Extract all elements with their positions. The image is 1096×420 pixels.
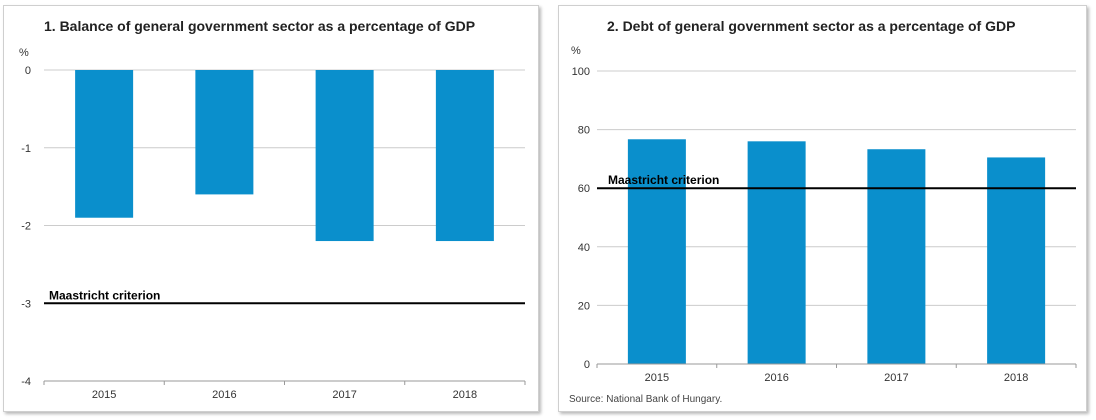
bar: [987, 157, 1046, 364]
y-tick-label: -1: [21, 143, 31, 155]
balance-chart-panel: 1. Balance of general government sector …: [3, 5, 539, 412]
y-tick-label: -4: [21, 376, 31, 388]
bar: [315, 70, 374, 242]
y-tick-label: 0: [25, 65, 31, 77]
y-unit-label: %: [19, 47, 29, 59]
y-tick-label: 60: [578, 183, 590, 195]
y-unit-label: %: [571, 45, 581, 57]
y-tick-label: 100: [572, 66, 590, 78]
balance-chart: 1. Balance of general government sector …: [19, 18, 526, 401]
bar: [747, 141, 806, 364]
debt-chart: 2. Debt of general government sector as …: [569, 18, 1077, 405]
x-tick-label: 2016: [764, 372, 788, 384]
x-tick-label: 2018: [453, 389, 477, 401]
y-tick-label: 40: [578, 242, 590, 254]
maastricht-criterion-label: Maastricht criterion: [49, 288, 160, 302]
maastricht-criterion-label: Maastricht criterion: [608, 173, 719, 187]
x-tick-label: 2018: [1004, 372, 1028, 384]
chart-title: 2. Debt of general government sector as …: [607, 18, 1015, 34]
y-tick-label: -3: [21, 298, 31, 310]
y-tick-label: 20: [578, 300, 590, 312]
x-tick-label: 2015: [645, 372, 669, 384]
bar: [627, 139, 686, 364]
bar: [867, 149, 926, 364]
x-tick-label: 2017: [884, 372, 908, 384]
chart-title: 1. Balance of general government sector …: [44, 18, 475, 34]
source-note: Source: National Bank of Hungary.: [569, 394, 722, 405]
bar: [435, 70, 494, 242]
x-tick-label: 2017: [332, 389, 356, 401]
bar: [75, 70, 134, 218]
x-tick-label: 2015: [92, 389, 116, 401]
x-tick-label: 2016: [212, 389, 236, 401]
y-tick-label: -2: [21, 221, 31, 233]
debt-chart-panel: 2. Debt of general government sector as …: [558, 5, 1087, 412]
y-tick-label: 0: [584, 359, 590, 371]
y-tick-label: 80: [578, 125, 590, 137]
bar: [195, 70, 254, 195]
